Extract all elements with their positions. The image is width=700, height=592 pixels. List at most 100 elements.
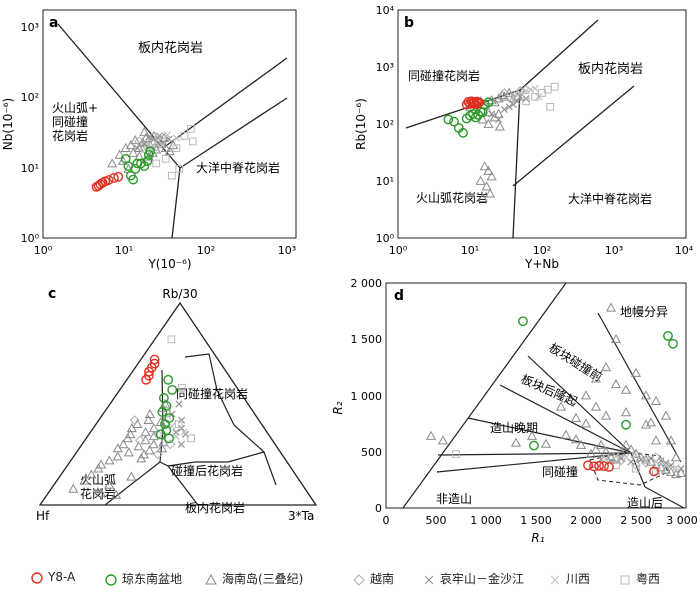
legend-label-qdn: 琼东南盆地 xyxy=(122,572,183,586)
panel-d-label: d xyxy=(394,288,404,304)
panel-d-point-hainan-6 xyxy=(560,429,572,439)
panel-b-xtick-4: 10⁴ xyxy=(675,244,694,257)
panel-d-ytick-3: 1 500 xyxy=(351,333,383,346)
panel-a-point-hainan-4 xyxy=(128,147,139,157)
legend-label-ailaoshan: 哀牢山－金沙江 xyxy=(440,572,525,586)
panel-d-xtick-1: 500 xyxy=(426,514,447,527)
panel-b-label: b xyxy=(404,15,414,31)
panel-c-point-y8a-5 xyxy=(141,374,152,385)
panel-d-point-qdn-2 xyxy=(621,419,631,430)
panel-a-point-hainan-2 xyxy=(120,142,131,152)
panel-d-point-y8a-0 xyxy=(583,460,593,471)
panel-c-point-hainan-11 xyxy=(123,447,134,457)
panel-d-point-hainan-36 xyxy=(660,410,672,420)
panel-d-point-hainan-17 xyxy=(625,444,637,454)
panel-b-point-yuexi-0 xyxy=(522,97,530,106)
panel-a-point-qdn-6 xyxy=(139,161,150,171)
panel-a-point-yuexi-4 xyxy=(187,125,195,133)
legend-item-yuexi: 粤西 xyxy=(618,570,660,587)
legend: Y8-A 琼东南盆地 海南岛(三叠纪) 越南 哀牢山－金沙江 川西 粤西 xyxy=(0,568,700,590)
panel-d-point-hainan-10 xyxy=(590,444,602,454)
panel-a-point-y8a-2 xyxy=(95,179,106,190)
panel-d-point-hainan-22 xyxy=(650,460,662,470)
panel-d-point-hainan-3 xyxy=(526,430,538,440)
panel-b-ytick-0: 10⁰ xyxy=(376,232,395,245)
panel-d-point-hainan-43 xyxy=(650,435,662,445)
panel-d-point-y8a-3 xyxy=(599,461,609,472)
panel-d-point-y8a-2 xyxy=(594,460,604,471)
panel-d-xtick-0: 0 xyxy=(383,514,390,527)
panel-d-point-hainan-9 xyxy=(585,448,597,458)
panel-c-point-chuanxi-3 xyxy=(180,428,188,436)
panel-b-point-hainan-22 xyxy=(485,188,496,198)
panel-b-xtick-2: 10² xyxy=(533,244,551,257)
panel-c-point-vietnam-3 xyxy=(152,449,163,460)
legend-item-hainan: 海南岛(三叠纪) xyxy=(204,570,303,587)
panel-b-field-syn: 同碰撞花岗岩 xyxy=(408,68,480,83)
legend-marker-qdn xyxy=(104,573,118,587)
panel-b-point-ailaoshan-0 xyxy=(488,110,496,118)
panel-d-xtick-3: 1 500 xyxy=(520,514,552,527)
panel-a-field-vag-3: 花岗岩 xyxy=(52,128,88,143)
panel-d-point-hainan-47 xyxy=(580,418,592,428)
panel-b-marks xyxy=(443,82,559,203)
panel-c-point-qdn-1 xyxy=(167,384,178,395)
panel-c-point-qdn-8 xyxy=(155,429,166,440)
panel-a-point-hainan-1 xyxy=(114,149,125,159)
panel-d-point-yuexi-0 xyxy=(452,450,460,458)
panel-d-point-hainan-48 xyxy=(570,412,582,422)
panel-d-point-chuanxi-2 xyxy=(622,453,630,461)
panel-d-field-anorog: 非造山 xyxy=(436,492,472,506)
panel-c-axis-left: Hf xyxy=(36,509,50,523)
legend-item-qdn: 琼东南盆地 xyxy=(104,570,182,587)
panel-b-point-hainan-19 xyxy=(475,175,486,185)
panel-c-point-hainan-13 xyxy=(104,455,115,465)
panel-b-point-qdn-3 xyxy=(458,127,468,138)
panel-d-ytick-4: 2 000 xyxy=(351,277,383,290)
panel-b-ytick-3: 10³ xyxy=(376,61,394,74)
panel-d-dashed-field xyxy=(589,451,669,486)
panel-a-point-ailaoshan-2 xyxy=(145,133,153,141)
panel-d-point-hainan-29 xyxy=(590,373,602,383)
panel-b-point-chuanxi-0 xyxy=(509,93,517,101)
panel-c-point-qdn-2 xyxy=(158,393,169,403)
legend-marker-shape-y8a xyxy=(31,571,43,584)
panel-a-point-qdn-10 xyxy=(130,164,141,174)
legend-marker-shape-chuanxi xyxy=(550,575,560,584)
panel-a-point-ailaoshan-4 xyxy=(155,132,163,140)
legend-marker-shape-yuexi xyxy=(620,575,630,584)
legend-marker-svg-qdn xyxy=(105,573,117,586)
panel-a-point-hainan-0 xyxy=(107,158,118,168)
legend-marker-svg-y8a xyxy=(31,571,43,584)
panel-c-point-hainan-8 xyxy=(140,427,151,437)
panel-a-point-ailaoshan-6 xyxy=(165,135,173,143)
panel-b-point-hainan-17 xyxy=(479,161,490,171)
panel-b-point-ailaoshan-7 xyxy=(522,94,530,103)
panel-d-field-syn: 同碰撞 xyxy=(542,464,578,479)
panel-c-field-vag-1: 火山弧 xyxy=(80,473,116,487)
panel-d-xtick-4: 2 000 xyxy=(570,514,602,527)
panel-c-point-hainan-1 xyxy=(126,423,137,433)
legend-marker-svg-chuanxi xyxy=(550,575,560,584)
panel-c-point-hainan-28 xyxy=(104,479,115,489)
legend-label-yuexi: 粤西 xyxy=(636,572,661,586)
panel-d-xtick-5: 2 500 xyxy=(620,514,652,527)
panel-c-point-qdn-0 xyxy=(163,374,174,385)
panel-c-point-hainan-25 xyxy=(86,469,97,479)
panel-b-point-qdn-7 xyxy=(470,112,481,123)
panel-a-point-y8a-6 xyxy=(108,173,119,183)
panel-a-point-yuexi-2 xyxy=(172,144,181,152)
panel-a-ytick-3: 10³ xyxy=(21,21,39,34)
panel-c-field-lines xyxy=(104,353,277,506)
legend-label-chuanxi: 川西 xyxy=(566,572,591,586)
panel-d-ytick-1: 500 xyxy=(361,446,382,459)
panel-b-point-y8a-9 xyxy=(474,97,485,108)
panel-a-field-wpg: 板内花岗岩 xyxy=(138,40,203,56)
panel-a-field-vag-2: 同碰撞 xyxy=(52,114,88,129)
panel-b-point-yuexi-5 xyxy=(546,102,555,111)
panel-c-point-yuexi-1 xyxy=(178,383,186,392)
panel-a-point-hainan-15 xyxy=(164,146,175,156)
panel-a-point-yuexi-5 xyxy=(175,165,184,173)
panel-c-point-hainan-2 xyxy=(125,429,136,439)
legend-marker-svg-vietnam xyxy=(353,573,365,586)
